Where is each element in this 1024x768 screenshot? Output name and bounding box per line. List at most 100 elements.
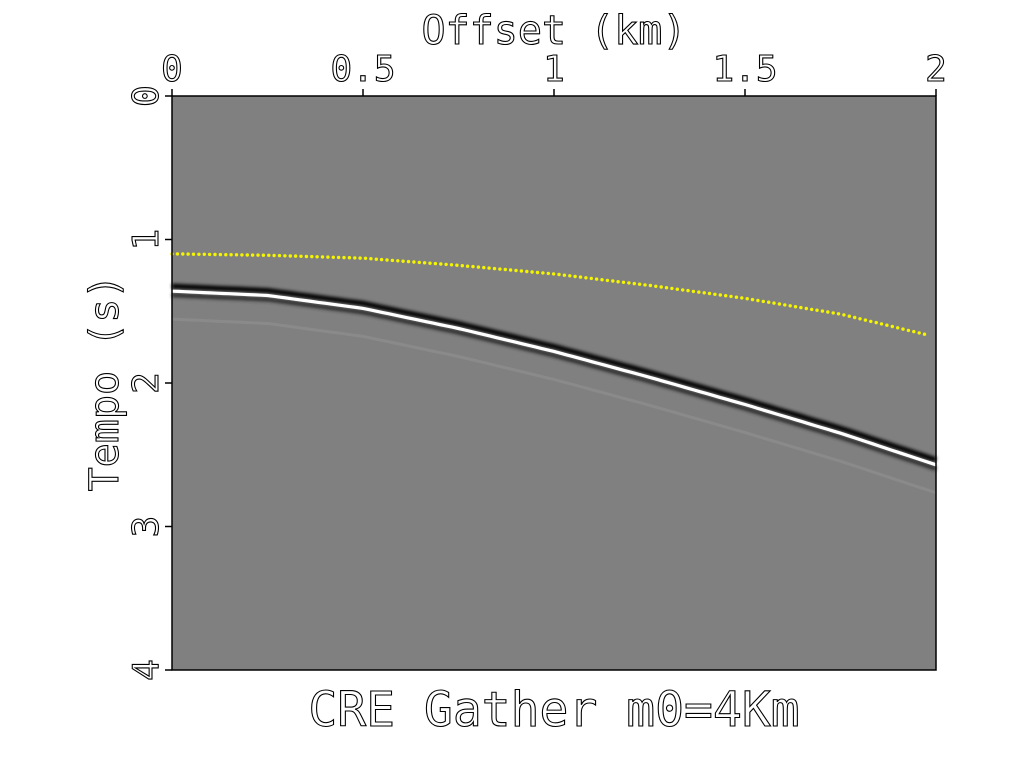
picked-traveltime-point [428,261,432,265]
picked-traveltime-point [917,331,921,335]
picked-traveltime-point [514,268,518,273]
x-tick-label: 1.5 [712,49,777,90]
x-axis-ticks: 0 0.5 1 1.5 2 [161,48,947,96]
picked-traveltime-point [772,301,776,305]
x-tick-label: 0.5 [330,49,395,90]
picked-traveltime-point [885,323,889,327]
picked-traveltime-point [390,258,395,263]
picked-traveltime-point [460,264,464,268]
picked-traveltime-point [734,295,739,299]
picked-traveltime-point [686,288,690,293]
picked-traveltime-point [670,286,674,291]
picked-traveltime-point [229,253,233,257]
picked-traveltime-point [675,287,679,291]
picked-traveltime-point [191,252,196,256]
picked-traveltime-point [267,253,271,257]
picked-traveltime-point [492,266,497,271]
picked-traveltime-point [756,298,760,303]
picked-traveltime-point [890,324,894,329]
picked-traveltime-point [820,309,825,313]
picked-traveltime-point [310,254,314,259]
reflection-event-trough [171,283,937,463]
picked-traveltime-point [535,270,540,275]
picked-traveltime-point [175,252,180,256]
reflection-event-layer [171,283,937,495]
picked-traveltime-point [863,318,868,322]
picked-traveltime-point [922,332,927,336]
picked-traveltime-point [385,258,389,262]
picked-traveltime-point [799,305,803,310]
picked-traveltime-point [336,255,341,260]
picked-traveltime-point [584,276,588,280]
picked-traveltime-point [250,253,255,257]
picked-traveltime-point [745,297,749,301]
picked-traveltime-point [353,256,357,260]
picked-traveltime-point [621,280,626,284]
picked-traveltime-point [713,292,717,296]
picked-traveltime-point [632,281,636,286]
chart-title: CRE Gather m0=4Km [308,682,799,738]
picked-traveltime-point [702,291,706,295]
picked-traveltime-point [379,257,384,262]
picked-traveltime-point [906,328,911,333]
picked-traveltime-point [525,269,529,274]
y-axis-ticks: 0 1 2 3 4 [125,85,172,681]
picked-traveltime-point [616,280,620,284]
picked-traveltime-point [234,253,239,257]
picked-traveltime-point [358,256,362,260]
picked-traveltime-point [594,277,599,281]
picked-traveltime-point [681,288,685,292]
picked-traveltime-point [740,296,744,300]
picked-traveltime-point [831,311,835,315]
picked-traveltime-point [541,271,545,275]
picked-traveltime-point [277,253,282,258]
picked-traveltime-point [777,302,782,306]
picked-traveltime-point [519,269,524,273]
x-axis-title: Offset (km) [422,8,687,54]
picked-traveltime-point [283,254,287,258]
picked-traveltime-point [476,265,481,269]
picked-traveltime-point [627,281,631,285]
picked-traveltime-point [261,253,266,257]
picked-traveltime-point [197,252,201,256]
y-tick-label: 1 [126,229,167,251]
picked-traveltime-point [659,285,663,289]
picked-traveltime-point [207,252,212,257]
picked-traveltime-point [879,322,884,326]
picked-traveltime-point [412,260,416,264]
picked-traveltime-point [562,273,567,277]
picked-traveltime-point [181,252,185,256]
plot-background [172,96,936,670]
picked-traveltime-point [256,253,260,257]
picked-traveltime-layer [170,252,927,336]
picked-traveltime-point [363,256,368,260]
picked-traveltime-point [320,255,325,259]
picked-traveltime-point [444,262,448,267]
picked-traveltime-point [557,272,561,277]
x-tick-label: 2 [925,49,947,90]
picked-traveltime-point [707,291,712,296]
picked-traveltime-point [186,252,190,256]
picked-traveltime-point [589,276,593,281]
picked-traveltime-point [600,278,604,282]
x-tick-label: 0 [161,49,183,90]
reflection-event-sidelobe [171,293,937,471]
picked-traveltime-point [793,305,798,309]
picked-traveltime-point [729,294,733,299]
picked-traveltime-point [643,283,647,287]
picked-traveltime-point [858,317,862,321]
picked-traveltime-point [761,299,765,304]
picked-traveltime-point [401,259,405,263]
picked-traveltime-point [433,261,438,266]
picked-traveltime-point [508,268,513,272]
picked-traveltime-point [422,261,427,265]
y-tick-label: 4 [126,659,167,681]
picked-traveltime-point [240,253,244,257]
picked-traveltime-point [471,264,475,269]
picked-traveltime-point [568,274,572,278]
picked-traveltime-point [304,254,309,259]
picked-traveltime-point [611,279,615,283]
picked-traveltime-point [718,293,722,297]
picked-traveltime-point [326,255,330,259]
